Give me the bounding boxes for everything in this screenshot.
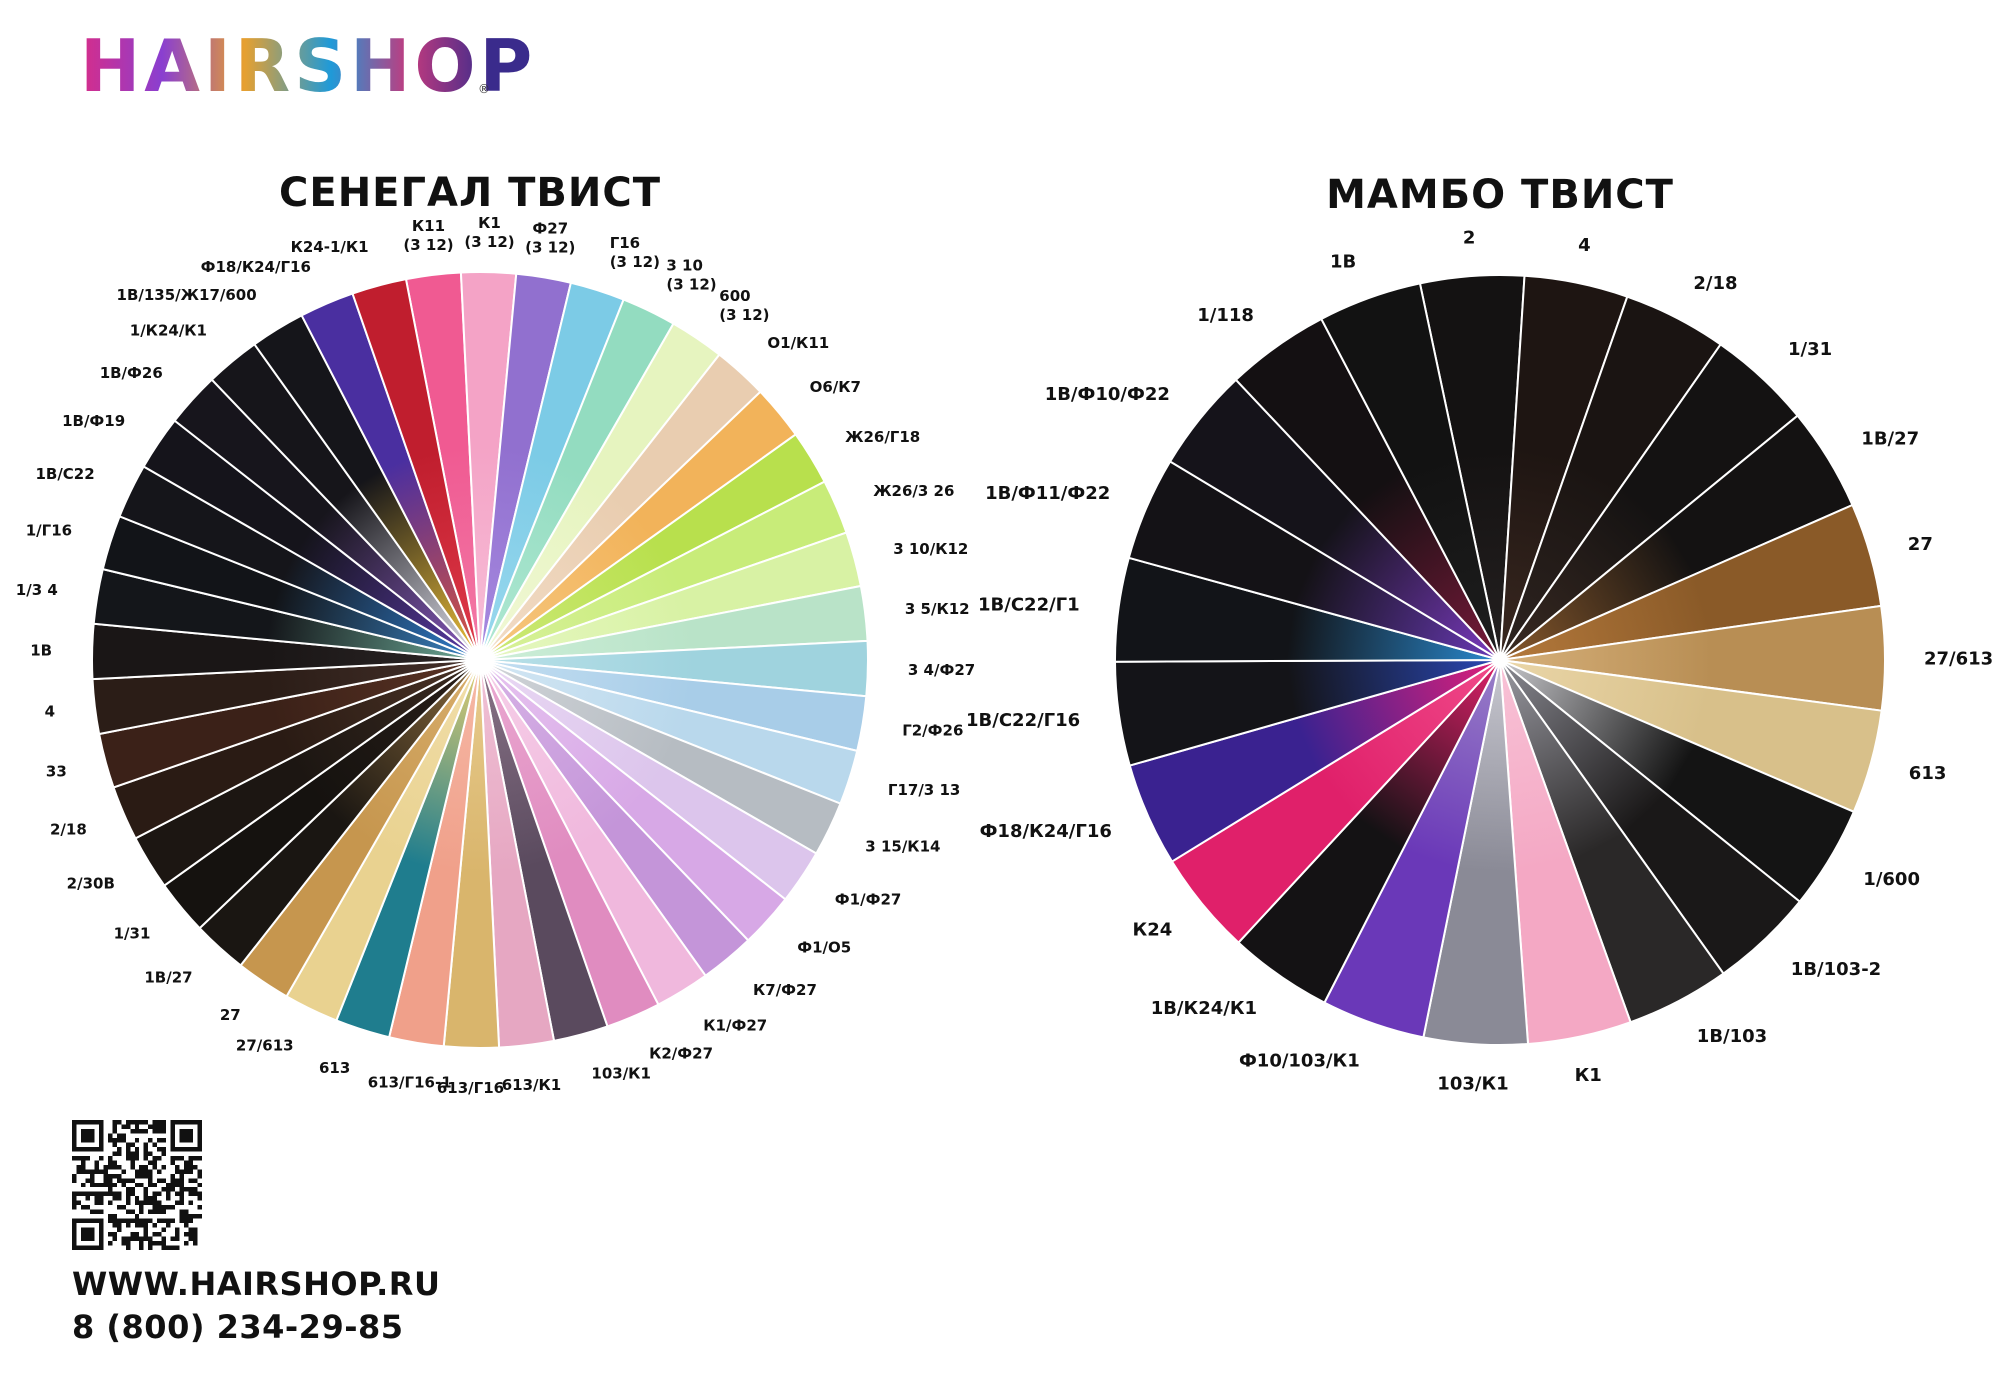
swatch-label: Ф18/К24/Г16 [201,258,311,276]
senegal-twist-title: СЕНЕГАЛ ТВИСТ [279,170,661,216]
swatch-label: 1В/Ф19 [62,412,125,430]
swatch-label: 103/К1 [1437,1073,1508,1094]
swatch-label: Ф1/Ф27 [835,891,902,909]
swatch-label: 33 [46,763,67,781]
swatch-segment [1319,282,1501,661]
swatch-label: К24-1/К1 [291,238,369,256]
swatch-label: О6/К7 [810,378,861,396]
qr-code[interactable] [72,1120,202,1250]
swatch-label: Ф10/103/К1 [1239,1051,1360,1072]
website-link[interactable]: WWW.HAIRSHOP.RU [72,1265,441,1303]
swatch-label: 2 [1463,227,1476,248]
swatch-label: 27 [220,1006,241,1024]
swatch-label: Ж26/Г18 [845,428,920,446]
swatch-label: Ж26/3 26 [873,482,954,500]
swatch-label: К7/Ф27 [753,981,817,999]
swatch-label: 3 4/Ф27 [908,661,975,679]
swatch-label: 1/118 [1197,305,1254,326]
swatch-label: 1В/103 [1697,1026,1767,1047]
swatch-label: 2/18 [50,820,87,838]
swatch-label: 1/600 [1863,869,1920,890]
swatch-label: 613/К1 [502,1076,562,1094]
swatch-label: 27/613 [236,1037,294,1055]
swatch-label: 1/31 [114,924,151,942]
swatch-label: 613/Г16 [437,1079,504,1097]
swatch-label: 1/Г16 [26,522,72,540]
phone-number[interactable]: 8 (800) 234-29-85 [72,1308,404,1346]
swatch-label: Ф18/К24/Г16 [980,821,1112,842]
swatch-label: 3 15/К14 [865,838,940,856]
swatch-segment [351,277,481,661]
swatch-label: 1/3 4 [16,581,58,599]
swatch-label: 613 [319,1059,350,1077]
swatch-label: 1/К24/К1 [130,322,207,340]
wheel-hub [1493,653,1507,667]
swatch-label: 3 5/К12 [905,600,970,618]
swatch-label: 1В [30,642,52,660]
swatch-label: 3 10 (3 12) [666,257,716,294]
swatch-label: 3 10/К12 [893,540,968,558]
swatch-label: 1В [1330,251,1356,272]
swatch-label: 1В/С22/Г16 [966,710,1080,731]
swatch-label: Ф27 (3 12) [525,220,575,257]
swatch-label: 27/613 [1924,648,1993,669]
swatch-label: 1В/Ф11/Ф22 [985,483,1110,504]
mambo-twist-title: МАМБО ТВИСТ [1326,172,1674,218]
swatch-label: Г2/Ф26 [902,722,963,740]
swatch-label: 600 (3 12) [719,287,769,324]
swatch-label: 1/31 [1788,339,1832,360]
swatch-label: К1/Ф27 [703,1016,767,1034]
swatch-label: К2/Ф27 [649,1044,713,1062]
hairshop-logo: HAIRSHOP [80,24,537,108]
swatch-label: 613 [1909,763,1947,784]
swatch-label: 613/Г16-1 [368,1073,452,1091]
swatch-label: 1В/27 [1861,428,1919,449]
swatch-label: 103/К1 [591,1065,651,1083]
swatch-label: К11 (3 12) [403,217,453,254]
swatch-label: 1В/С22/Г1 [978,595,1080,616]
mambo-twist-wheel: 2 4 2/18 1/31 1В/27 27 27/613 613 1/600 1В/103-2 1… [966,227,1993,1094]
swatch-label: К1 (3 12) [464,214,514,251]
swatch-label: 4 [45,703,55,721]
swatch-label: Ф1/О5 [797,939,851,957]
swatch-label: 1В/С22 [35,465,94,483]
swatch-label: 1В/Ф10/Ф22 [1045,384,1170,405]
swatch-label: 4 [1578,235,1591,256]
swatch-label: 1В/К24/К1 [1151,998,1257,1019]
swatch-label: Г17/3 13 [888,781,960,799]
senegal-twist-wheel: К11 (3 12) К1 (3 12) Ф27 (3 12) Г16 (3 12) 3 10(… [16,214,975,1097]
swatch-label: 2/30В [67,875,115,893]
swatch-label: 1В/103-2 [1791,959,1881,980]
wheel-hub [473,653,487,667]
swatch-label: О1/К11 [767,334,829,352]
swatch-label: 2/18 [1693,273,1737,294]
swatch-label: 1В/135/Ж17/600 [117,286,257,304]
swatch-label: К1 [1575,1065,1602,1086]
swatch-label: Г16 (3 12) [610,234,660,271]
swatch-label: 1В/Ф26 [100,364,163,382]
swatch-label: 27 [1908,534,1933,555]
registered-mark: ® [478,82,490,96]
swatch-label: К24 [1133,919,1173,940]
swatch-label: 1В/27 [144,968,192,986]
